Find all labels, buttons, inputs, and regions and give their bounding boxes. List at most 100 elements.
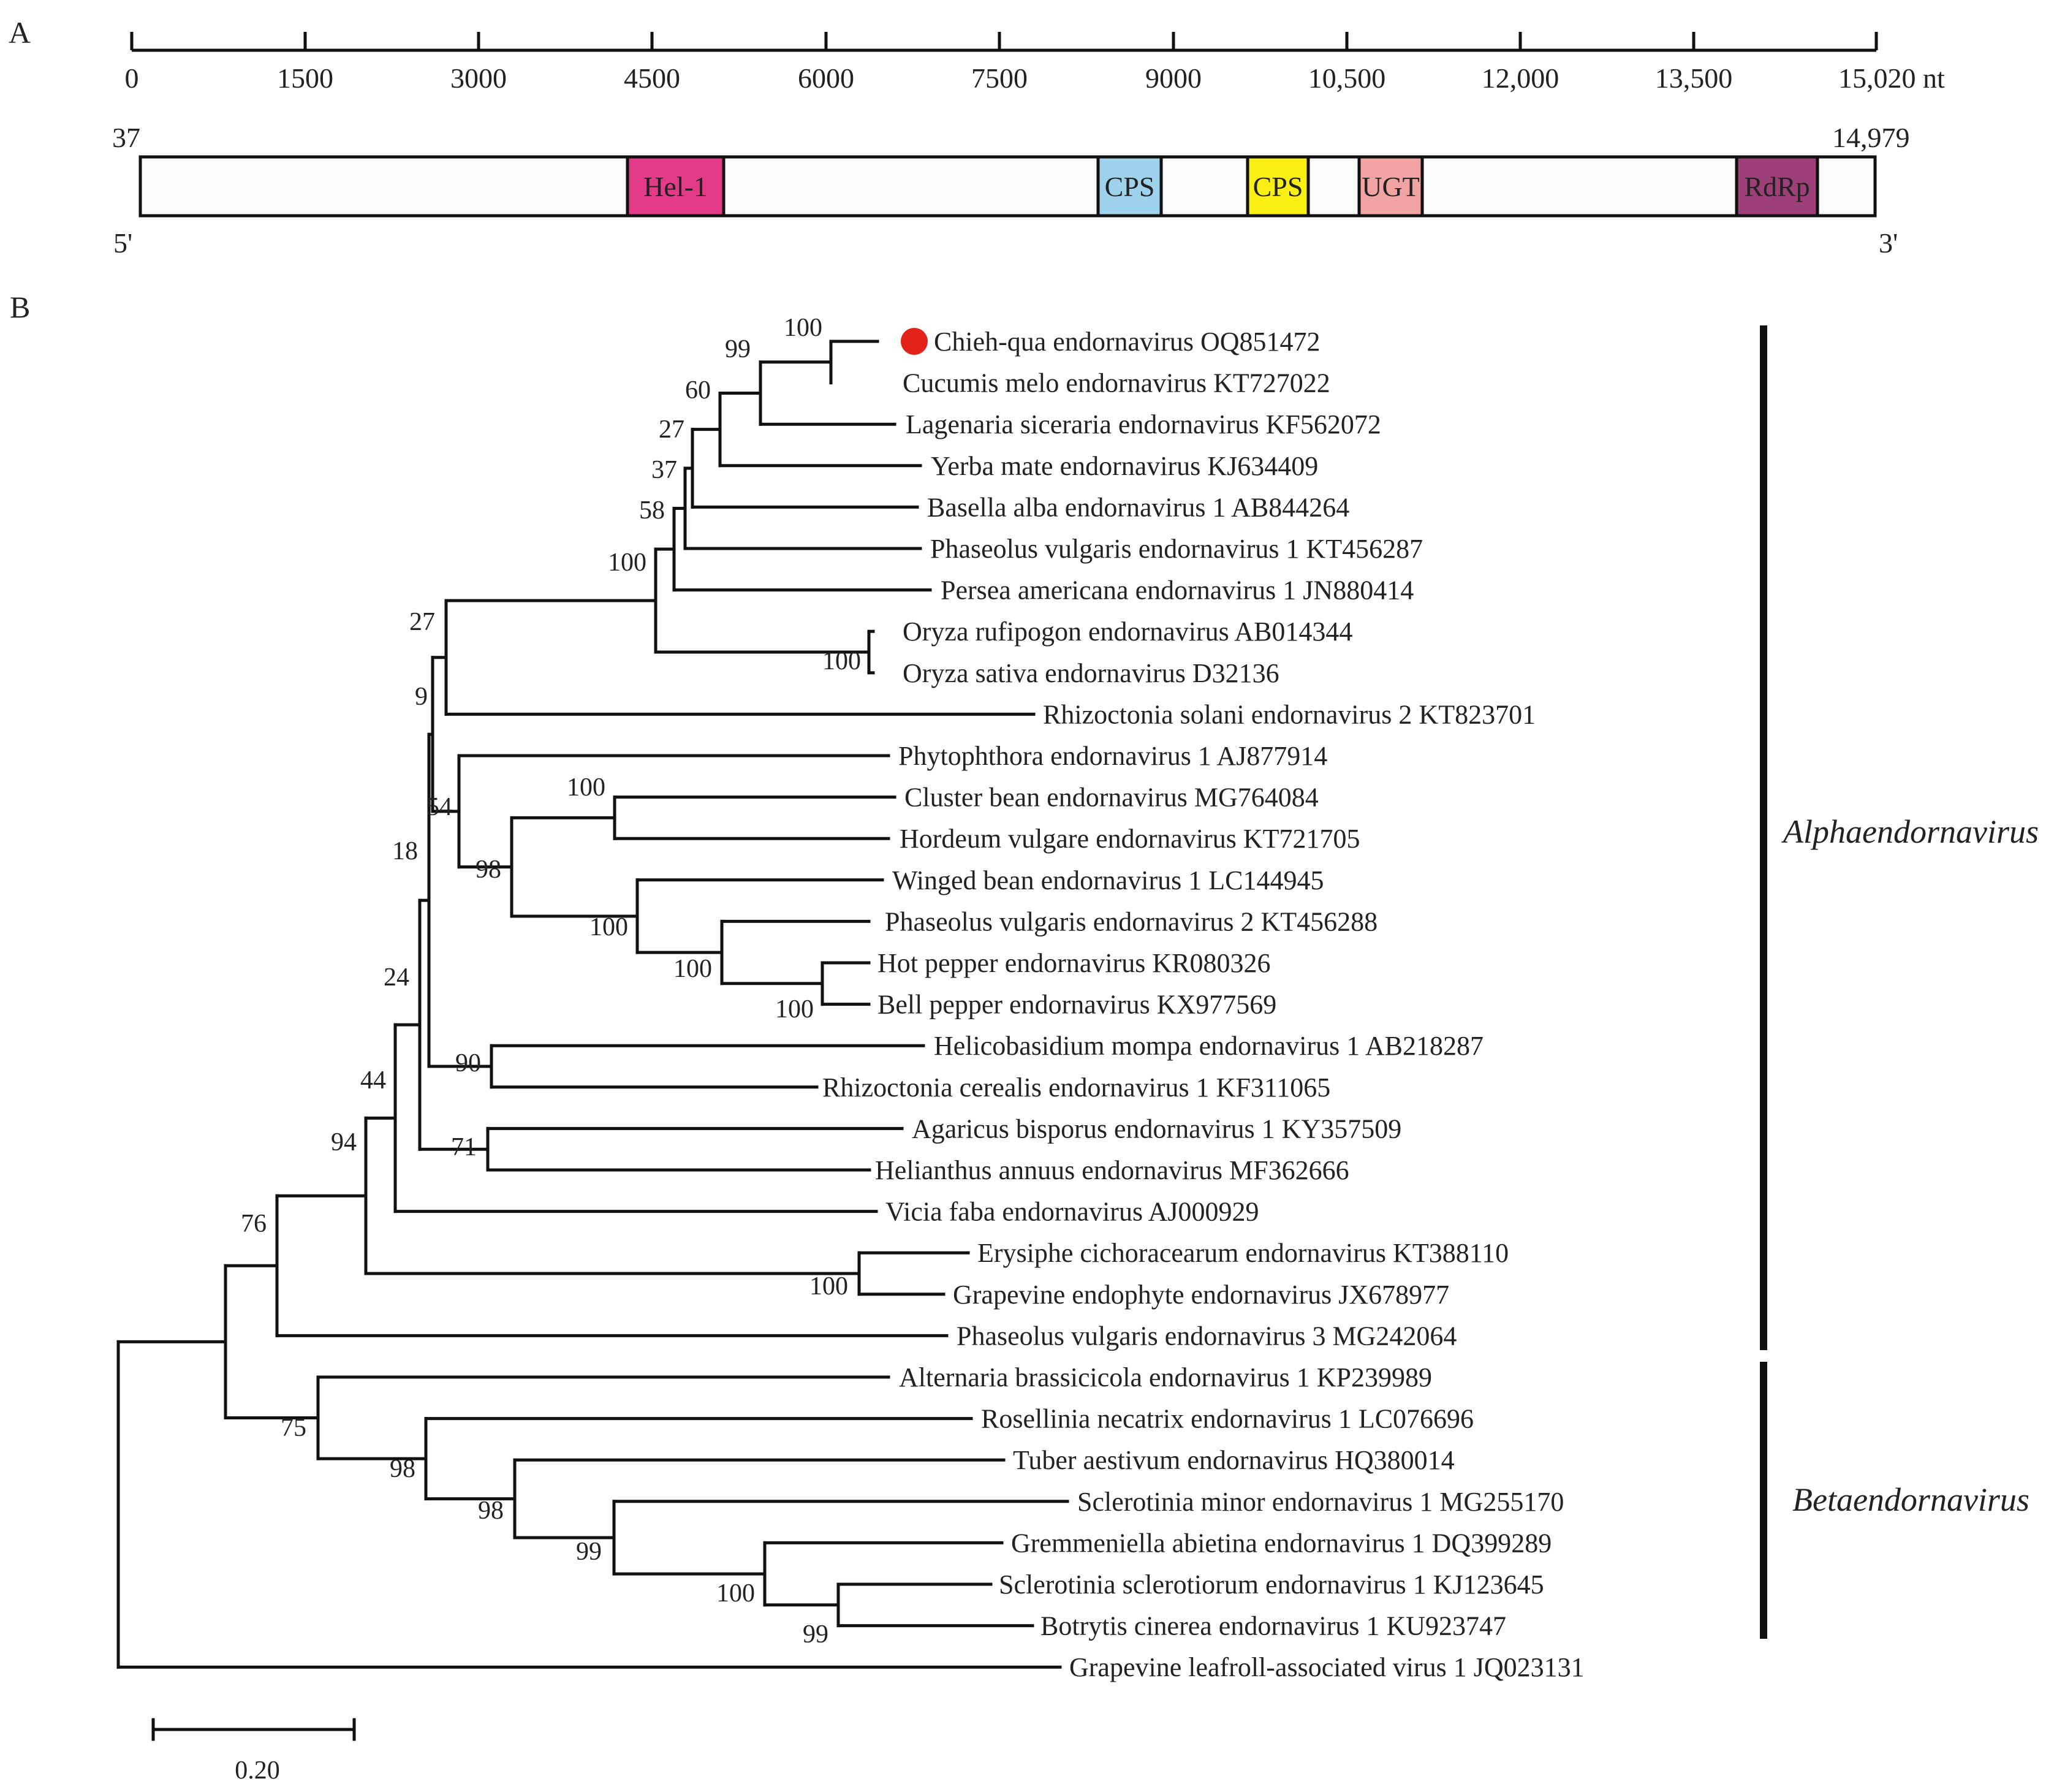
leaf-label: Rhizoctonia solani endornavirus 2 KT8237… bbox=[1043, 699, 1536, 729]
domain-label: CPS bbox=[1105, 171, 1155, 202]
support-value: 100 bbox=[567, 773, 605, 802]
support-value: 37 bbox=[651, 456, 677, 484]
panel-label-a: A bbox=[9, 15, 31, 50]
support-value: 58 bbox=[639, 496, 665, 525]
highlight-marker bbox=[901, 328, 928, 355]
leaf-label: Phaseolus vulgaris endornavirus 1 KT4562… bbox=[930, 534, 1423, 564]
support-value: 99 bbox=[803, 1620, 828, 1649]
scale-bar: 0.20 bbox=[151, 1718, 356, 1785]
three-prime-label: 3' bbox=[1879, 227, 1898, 259]
leaf-label: Winged bean endornavirus 1 LC144945 bbox=[892, 865, 1324, 895]
domain-label: Hel-1 bbox=[643, 171, 708, 202]
axis-tick-label: 4500 bbox=[624, 63, 680, 94]
leaf-label: Agaricus bisporus endornavirus 1 KY35750… bbox=[912, 1114, 1401, 1144]
leaf-label: Helianthus annuus endornavirus MF362666 bbox=[875, 1155, 1349, 1185]
axis-tick-label: 12,000 bbox=[1482, 63, 1559, 94]
leaf-label: Alternaria brassicicola endornavirus 1 K… bbox=[899, 1362, 1432, 1392]
axis-tick-label: 0 bbox=[125, 63, 139, 94]
leaf-label: Oryza sativa endornavirus D32136 bbox=[903, 658, 1279, 688]
axis-ticks: 0 1500 3000 4500 6000 7500 9000 10,500 12,000 13,… bbox=[125, 32, 1945, 94]
leaf-label: Helicobasidium mompa endornavirus 1 AB21… bbox=[934, 1031, 1484, 1061]
axis-tick-label: 10,500 bbox=[1308, 63, 1386, 94]
domain-box-ugt bbox=[1357, 155, 1424, 218]
genome-bar bbox=[138, 155, 1877, 218]
leaf-label: Tuber aestivum endornavirus HQ380014 bbox=[1013, 1445, 1455, 1475]
leaf-label: Bell pepper endornavirus KX977569 bbox=[877, 990, 1276, 1020]
support-value: 98 bbox=[390, 1455, 415, 1483]
leaf-label: Rosellinia necatrix endornavirus 1 LC076… bbox=[981, 1404, 1474, 1434]
domain-box-rdrp bbox=[1735, 155, 1819, 218]
leaf-label: Phytophthora endornavirus 1 AJ877914 bbox=[898, 741, 1327, 771]
support-value: 27 bbox=[409, 608, 435, 636]
leaf-label: Vicia faba endornavirus AJ000929 bbox=[885, 1197, 1259, 1227]
leaf-label: Gremmeniella abietina endornavirus 1 DQ3… bbox=[1011, 1528, 1552, 1558]
support-value: 100 bbox=[775, 995, 814, 1023]
axis-tick-label: 6000 bbox=[798, 63, 854, 94]
tree-branches bbox=[116, 340, 1069, 1669]
leaf-label: Botrytis cinerea endornavirus 1 KU923747 bbox=[1040, 1611, 1506, 1641]
domain-boxes: Hel-1 CPS CPS UGT RdRp bbox=[626, 155, 1819, 218]
leaf-label: Basella alba endornavirus 1 AB844264 bbox=[927, 492, 1349, 522]
leaf-label: Cucumis melo endornavirus KT727022 bbox=[903, 368, 1330, 398]
support-value: 27 bbox=[659, 416, 684, 444]
support-value: 99 bbox=[725, 335, 751, 363]
axis-tick-label: 1500 bbox=[277, 63, 333, 94]
leaf-label: Persea americana endornavirus 1 JN880414 bbox=[941, 575, 1414, 606]
support-value: 90 bbox=[455, 1049, 481, 1077]
support-value: 44 bbox=[360, 1066, 386, 1095]
leaf-label: Phaseolus vulgaris endornavirus 2 KT4562… bbox=[885, 906, 1378, 936]
leaf-label: Rhizoctonia cerealis endornavirus 1 KF31… bbox=[822, 1073, 1330, 1103]
end-position-label: 14,979 bbox=[1832, 122, 1910, 153]
support-value: 100 bbox=[822, 647, 861, 675]
support-value: 98 bbox=[476, 856, 501, 884]
support-value: 9 bbox=[415, 683, 428, 711]
leaf-label: Hordeum vulgare endornavirus KT721705 bbox=[900, 824, 1360, 854]
support-value: 100 bbox=[716, 1579, 755, 1608]
leaf-label: Phaseolus vulgaris endornavirus 3 MG2420… bbox=[957, 1321, 1457, 1351]
leaf-label: Grapevine leafroll-associated virus 1 JQ… bbox=[1069, 1652, 1585, 1682]
axis-tick-label: 3000 bbox=[450, 63, 507, 94]
clade-label-beta: Betaendornavirus bbox=[1792, 1481, 2029, 1518]
leaf-label: Erysiphe cichoracearum endornavirus KT38… bbox=[977, 1238, 1509, 1268]
support-value: 100 bbox=[784, 314, 822, 342]
leaf-label: Cluster bean endornavirus MG764084 bbox=[904, 783, 1319, 813]
support-value: 24 bbox=[384, 963, 409, 992]
support-value: 94 bbox=[331, 1128, 357, 1156]
support-value: 100 bbox=[809, 1272, 848, 1300]
support-value: 100 bbox=[589, 913, 628, 941]
support-value: 76 bbox=[241, 1210, 267, 1238]
leaf-label: Yerba mate endornavirus KJ634409 bbox=[931, 451, 1318, 481]
start-position-label: 37 bbox=[112, 122, 140, 153]
scale-bar-label: 0.20 bbox=[235, 1756, 280, 1785]
support-value: 18 bbox=[392, 837, 418, 865]
leaf-label: Hot pepper endornavirus KR080326 bbox=[877, 948, 1271, 978]
leaf-label: Grapevine endophyte endornavirus JX67897… bbox=[953, 1280, 1449, 1310]
tree-support-values: 1009960273758100100279541009810010010090… bbox=[241, 314, 861, 1649]
leaf-label: Oryza rufipogon endornavirus AB014344 bbox=[903, 617, 1352, 647]
domain-label: RdRp bbox=[1744, 171, 1810, 202]
axis-tick-label: 9000 bbox=[1145, 63, 1202, 94]
clade-alphaendornavirus: Alphaendornavirus bbox=[1760, 325, 2039, 1350]
support-value: 99 bbox=[576, 1538, 602, 1566]
support-value: 54 bbox=[426, 793, 452, 821]
support-value: 75 bbox=[281, 1414, 306, 1442]
clade-label-alpha: Alphaendornavirus bbox=[1781, 813, 2039, 850]
support-value: 60 bbox=[685, 376, 711, 404]
genome-map: 37 14,979 Hel-1 CPS CPS UGT RdRp 5' 3' bbox=[112, 122, 1910, 259]
axis-tick-label: 7500 bbox=[971, 63, 1028, 94]
support-value: 100 bbox=[673, 955, 712, 983]
domain-label: UGT bbox=[1362, 171, 1420, 202]
leaf-label: Sclerotinia minor endornavirus 1 MG25517… bbox=[1077, 1487, 1564, 1517]
panel-label-b: B bbox=[10, 290, 30, 324]
genome-axis: 0 1500 3000 4500 6000 7500 9000 10,500 12,000 13,… bbox=[125, 32, 1945, 94]
leaf-label: Sclerotinia sclerotiorum endornavirus 1 … bbox=[999, 1570, 1544, 1600]
support-value: 100 bbox=[608, 549, 646, 577]
five-prime-label: 5' bbox=[113, 227, 132, 259]
leaf-label: Chieh-qua endornavirus OQ851472 bbox=[934, 327, 1321, 357]
support-value: 98 bbox=[478, 1497, 504, 1525]
axis-tick-label: 13,500 bbox=[1655, 63, 1733, 94]
domain-label: CPS bbox=[1253, 171, 1303, 202]
axis-tick-label: 15,020 nt bbox=[1838, 63, 1945, 94]
clade-betaendornavirus: Betaendornavirus bbox=[1760, 1362, 2029, 1639]
